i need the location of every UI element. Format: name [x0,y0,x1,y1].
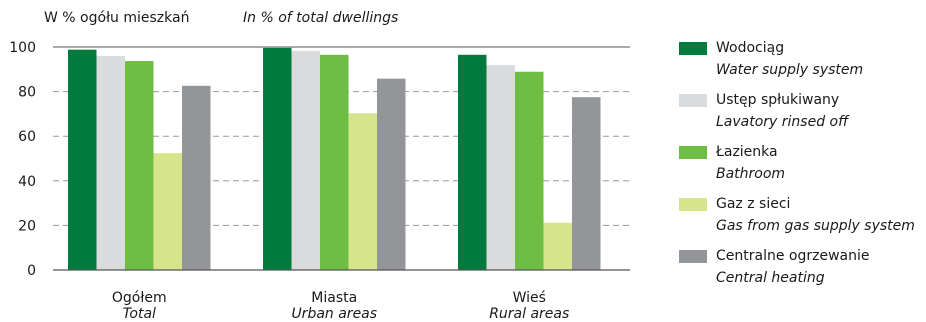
legend-label-3: Łazienka [716,144,778,160]
legend-sublabel-1: Water supply system [716,62,864,78]
legend-item-2: Ustęp spłukiwany Lavatory rinsed off [679,90,924,142]
legend-swatch-4 [679,198,707,211]
bar-4-3 [543,222,572,270]
legend-sublabel-3: Bathroom [716,166,786,182]
bar-1-1 [68,49,97,271]
bar-2-2 [291,50,320,270]
y-tick-label-40: 40 [18,174,36,190]
y-tick-label-100: 100 [9,40,36,56]
bar-4-2 [348,113,377,270]
bar-5-1 [182,85,211,270]
x-tick-sublabel-1: Total [123,306,156,322]
x-tick-label-3: Wieś [513,290,546,306]
bar-1-2 [263,47,292,270]
x-tick-label-2: Miasta [311,290,357,306]
legend-label-4: Gaz z sieci [716,196,791,212]
legend-sublabel-5: Central heating [716,270,825,286]
legend-item-5: Centralne ogrzewanie Central heating [679,246,924,298]
legend-swatch-1 [679,42,707,55]
bar-5-3 [572,97,601,270]
y-tick-label-80: 80 [18,85,36,101]
y-tick-label-60: 60 [18,129,36,145]
unit-label-polish: W % ogółu mieszkań [44,10,190,26]
y-tick-label-20: 20 [18,218,36,234]
legend-sublabel-2: Lavatory rinsed off [716,114,849,130]
legend-item-3: Łazienka Bathroom [679,142,924,194]
unit-label-english: In % of total dwellings [243,10,399,26]
y-tick-label-0: 0 [27,263,36,279]
legend-sublabel-4: Gas from gas supply system [716,218,915,234]
x-tick-sublabel-2: Urban areas [291,306,377,322]
bar-3-3 [515,71,544,271]
legend-swatch-3 [679,146,707,159]
legend-item-1: Wodociąg Water supply system [679,38,924,90]
bar-1-3 [458,54,487,271]
bar-2-1 [96,55,125,270]
legend-label-5: Centralne ogrzewanie [716,248,870,264]
bar-4-1 [153,153,182,270]
x-tick-label-1: Ogółem [112,290,167,306]
legend-label-1: Wodociąg [716,40,785,56]
chart-legend: Wodociąg Water supply system Ustęp spłukiw… [679,38,924,298]
bar-5-2 [377,78,406,270]
legend-label-2: Ustęp spłukiwany [716,92,840,108]
bar-3-2 [320,54,349,271]
bar-2-3 [486,65,515,270]
legend-item-4: Gaz z sieci Gas from gas supply system [679,194,924,246]
x-tick-sublabel-3: Rural areas [489,306,569,322]
legend-swatch-5 [679,250,707,263]
legend-swatch-2 [679,94,707,107]
bar-3-1 [125,61,154,271]
